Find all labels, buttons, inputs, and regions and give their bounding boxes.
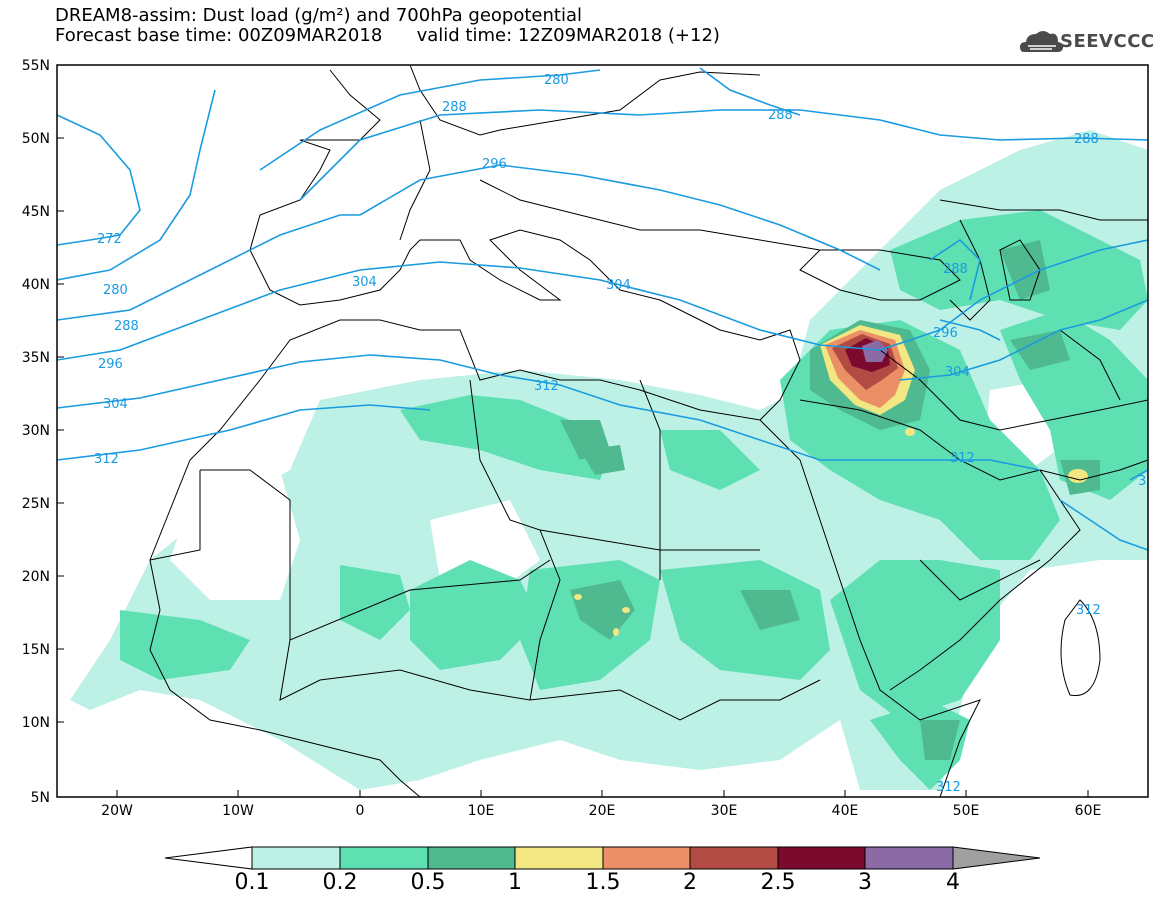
- cloud-icon: [1020, 31, 1064, 52]
- axis-ticks: [57, 64, 1089, 798]
- lat-label: 25N: [22, 496, 50, 512]
- lon-label: 30E: [711, 803, 738, 819]
- lon-label: 10E: [468, 803, 495, 819]
- contour-label: 280: [544, 73, 569, 88]
- map-title-line2: Forecast base time: 00Z09MAR2018 valid t…: [55, 25, 720, 46]
- contour-label: 288: [1074, 132, 1099, 147]
- contour-label: 288: [442, 100, 467, 115]
- lat-label: 55N: [22, 58, 50, 74]
- lon-label: 20W: [101, 803, 133, 819]
- lat-label: 35N: [22, 350, 50, 366]
- lat-label: 45N: [22, 204, 50, 220]
- colorbar-high-arrow: [952, 846, 1041, 870]
- lat-label: 40N: [22, 277, 50, 293]
- latitude-labels: 55N 50N 45N 40N 35N 30N 25N 20N 15N 10N …: [22, 58, 50, 806]
- contour-label: 304: [606, 278, 631, 293]
- colorbar-label: 0.2: [322, 870, 358, 895]
- colorbar-label: 3: [858, 870, 872, 895]
- lat-label: 10N: [22, 715, 50, 731]
- lon-label: 10W: [222, 803, 254, 819]
- contour-label: 312: [1076, 603, 1101, 618]
- contour-label: 312: [94, 452, 119, 467]
- contour-label: 288: [114, 319, 139, 334]
- contour-label: 312: [950, 451, 975, 466]
- colorbar-swatch: [339, 846, 429, 870]
- contour-label: 304: [352, 275, 377, 290]
- contour-label: 296: [933, 326, 958, 341]
- lat-label: 15N: [22, 642, 50, 658]
- contour-label: 304: [103, 397, 128, 412]
- contour-label: 288: [768, 108, 793, 123]
- map-title-line1: DREAM8-assim: Dust load (g/m²) and 700hP…: [55, 5, 582, 26]
- lon-label: 0: [356, 803, 365, 819]
- coastlines: [149, 65, 1148, 797]
- contour-label: 272: [97, 232, 122, 247]
- lat-label: 5N: [31, 790, 50, 806]
- colorbar-label: 0.1: [234, 870, 270, 895]
- contour-label: 280: [103, 283, 128, 298]
- colorbar-swatch: [689, 846, 779, 870]
- colorbar-swatch: [427, 846, 516, 870]
- lat-label: 20N: [22, 569, 50, 585]
- geopotential-contours: [57, 67, 1148, 551]
- colorbar-label: 1: [508, 870, 522, 895]
- lon-label: 40E: [832, 803, 859, 819]
- colorbar-label: 2: [683, 870, 697, 895]
- contour-label: 296: [98, 357, 123, 372]
- colorbar-label: 1.5: [585, 870, 621, 895]
- lat-label: 50N: [22, 131, 50, 147]
- longitude-labels: 20W 10W 0 10E 20E 30E 40E 50E 60E: [101, 803, 1101, 819]
- colorbar-swatch: [251, 846, 341, 870]
- colorbar-swatch: [777, 846, 866, 870]
- lat-label: 30N: [22, 423, 50, 439]
- contour-labels: 280 288 288 288 288 296 296 272 280 288 …: [94, 73, 1146, 795]
- colorbar-label: 4: [946, 870, 960, 895]
- contour-label: 288: [943, 262, 968, 277]
- dust-shading: [70, 130, 1148, 790]
- contour-label: 3: [1138, 474, 1146, 489]
- contour-label: 312: [936, 780, 961, 795]
- contour-label: 296: [482, 157, 507, 172]
- colorbar-swatch: [864, 846, 954, 870]
- colorbar: [164, 846, 1041, 870]
- colorbar-label: 0.5: [410, 870, 446, 895]
- contour-label: 304: [945, 365, 970, 380]
- lon-label: 60E: [1075, 803, 1102, 819]
- colorbar-swatch: [602, 846, 691, 870]
- colorbar-label: 2.5: [760, 870, 796, 895]
- lon-label: 20E: [589, 803, 616, 819]
- colorbar-swatch: [514, 846, 604, 870]
- colorbar-low-arrow: [164, 846, 253, 870]
- logo-text: SEEVCCC: [1060, 31, 1155, 52]
- contour-label: 312: [534, 379, 559, 394]
- lon-label: 50E: [953, 803, 980, 819]
